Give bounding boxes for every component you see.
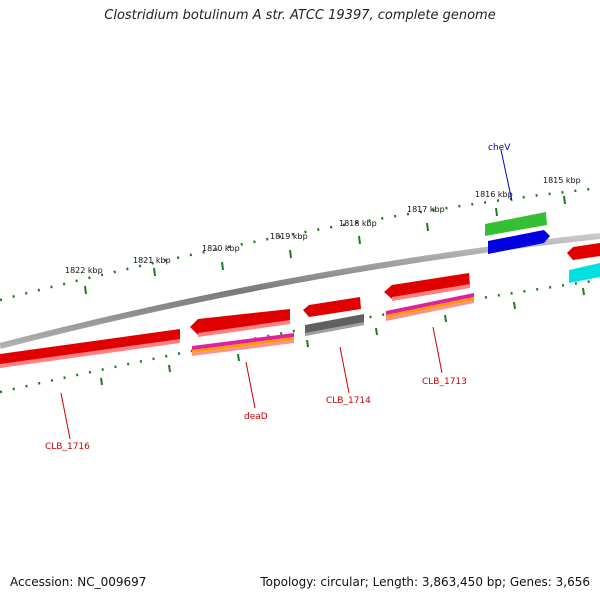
scale-arc-outer	[0, 186, 600, 302]
gene-feature-clb1714-grey-shadow	[305, 322, 364, 336]
scale-arc-inner	[0, 278, 600, 394]
gene-annotation-deaD-orange	[192, 337, 294, 353]
scale-label: 1819 kbp	[270, 232, 308, 241]
gene-feature-clb1713	[384, 273, 470, 299]
gene-feature-cheV-green	[485, 212, 547, 236]
gene-label-clb1716: CLB_1716	[45, 442, 90, 452]
gene-feature-clb1713-shadow	[392, 284, 470, 301]
gene-label-clb1713: CLB_1713	[422, 377, 467, 387]
gene-annotation-clb1713-magenta	[386, 293, 474, 315]
scale-labels: 1822 kbp 1821 kbp 1820 kbp 1819 kbp 1818…	[65, 176, 581, 275]
gene-feature-deaD-shadow	[198, 320, 290, 337]
gene-label-clb1714: CLB_1714	[326, 396, 371, 406]
features	[0, 212, 600, 368]
gene-feature-right-red	[567, 243, 600, 260]
gene-feature-clb1716	[0, 329, 180, 366]
gene-annotation-clb1713-orange	[386, 297, 474, 318]
genome-stats-text: Topology: circular; Length: 3,863,450 bp…	[260, 575, 590, 589]
gene-label-deaD: deaD	[244, 412, 268, 422]
major-ticks-outer	[84, 195, 566, 295]
scale-label: 1822 kbp	[65, 266, 103, 275]
gene-label-cheV: cheV	[488, 143, 511, 153]
scale-label: 1818 kbp	[339, 219, 377, 228]
accession-text: Accession: NC_009697	[10, 575, 147, 589]
gene-annotation-deaD-pink	[192, 340, 294, 356]
gene-annotation-deaD-magenta	[192, 333, 294, 350]
gene-feature-clb1714	[303, 297, 361, 317]
gene-feature-clb1716-shadow	[0, 339, 180, 368]
page-title: Clostridium botulinum A str. ATCC 19397,…	[104, 8, 496, 23]
scale-label: 1816 kbp	[475, 190, 513, 199]
genome-backbone	[0, 233, 600, 349]
gene-feature-cheV-blue	[488, 230, 550, 254]
gene-labels: cheV CLB_1713 CLB_1714 deaD CLB_1716	[45, 143, 511, 452]
gene-annotation-clb1713-pink	[386, 300, 474, 321]
major-ticks-inner	[100, 287, 585, 386]
gene-feature-right-cyan	[569, 263, 600, 283]
leader-lines	[60, 149, 513, 440]
gene-feature-deaD	[190, 309, 290, 335]
scale-label: 1817 kbp	[407, 205, 445, 214]
scale-label: 1815 kbp	[543, 176, 581, 185]
scale-label: 1820 kbp	[202, 244, 240, 253]
scale-label: 1821 kbp	[133, 256, 171, 265]
